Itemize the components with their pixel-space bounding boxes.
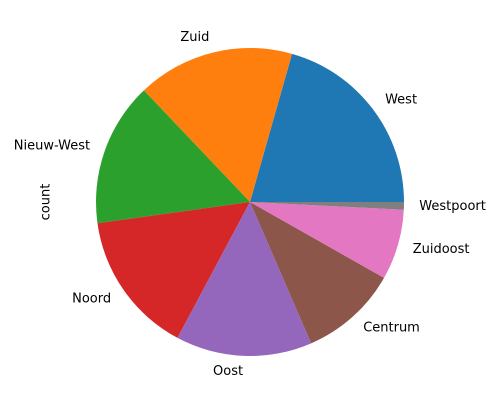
pie-slice-centrum [250, 202, 385, 344]
pie-slice-oost [177, 202, 312, 356]
pie-label-west: West [385, 92, 417, 107]
y-axis-label: count [39, 184, 54, 221]
pie-slices [96, 48, 405, 356]
pie-labels: West Zuid Nieuw-West Noord Oost Centrum Zuidoo… [14, 30, 486, 379]
pie-slice-west [250, 53, 404, 202]
pie-label-westpoort: Westpoort [419, 199, 486, 214]
pie-slice-nieuw-west [96, 90, 250, 224]
pie-slice-noord [97, 202, 250, 338]
pie-slice-zuidoost [250, 202, 404, 278]
pie-label-zuid: Zuid [180, 30, 209, 45]
pie-label-centrum: Centrum [363, 321, 420, 336]
pie-slice-zuid [143, 48, 293, 202]
pie-label-noord: Noord [72, 292, 111, 307]
pie-label-nieuw-west: Nieuw-West [14, 139, 90, 154]
pie-slice-westpoort [250, 202, 405, 210]
pie-label-zuidoost: Zuidoost [413, 242, 470, 257]
pie-label-oost: Oost [213, 364, 243, 379]
